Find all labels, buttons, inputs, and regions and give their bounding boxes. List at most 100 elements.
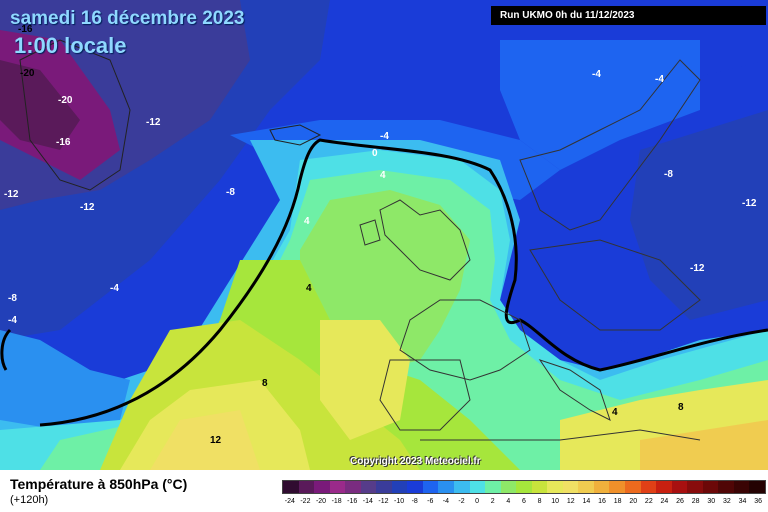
legend-label: 12 xyxy=(566,498,575,505)
isotherm-label: -12 xyxy=(146,117,161,128)
isotherm-label: -20 xyxy=(20,68,35,79)
isotherm-label: 4 xyxy=(380,170,386,181)
warmer-patch-east xyxy=(640,420,768,470)
coastline-north-africa xyxy=(420,429,701,441)
legend-label: -10 xyxy=(394,498,405,505)
legend-swatch xyxy=(516,481,532,493)
legend-swatch xyxy=(671,481,688,493)
legend-swatch xyxy=(593,481,610,493)
color-scale-labels: -24 -22 -20 -18 -16 -14 -12 -10 -8 -6 -4 -2 0 2 4 6 8 10 1… xyxy=(282,498,766,510)
legend-label: -6 xyxy=(427,498,434,505)
copyright-text: Copyright 2023 Meteociel.fr xyxy=(350,456,481,467)
coastline-france xyxy=(399,299,531,381)
legend-label: 10 xyxy=(551,498,560,505)
legend-swatch xyxy=(625,481,641,493)
isotherm-label: 4 xyxy=(304,216,310,227)
coastline-central-europe xyxy=(529,239,701,331)
legend-swatch xyxy=(283,481,299,493)
isotherm-label: 8 xyxy=(678,402,684,413)
legend-swatch xyxy=(298,481,315,493)
legend-swatch xyxy=(609,481,626,493)
legend-label: 16 xyxy=(598,498,606,505)
isotherm-label: -4 xyxy=(110,283,119,294)
legend-swatch xyxy=(360,481,377,493)
isotherm-label: -4 xyxy=(592,69,601,80)
coastline-italy xyxy=(538,359,611,421)
legend-swatch xyxy=(733,481,750,493)
model-run-badge: Run UKMO 0h du 11/12/2023 xyxy=(491,6,766,25)
legend-swatch xyxy=(687,481,703,493)
warm-patch-iberia xyxy=(320,320,410,440)
legend-label: 8 xyxy=(537,498,542,505)
coastline-scandinavia xyxy=(519,59,701,231)
legend-swatch xyxy=(438,481,455,493)
coastline-iberia xyxy=(379,359,471,431)
forecast-date: samedi 16 décembre 2023 xyxy=(10,8,245,29)
isotherm-label: -4 xyxy=(380,131,389,142)
variable-title: Température à 850hPa (°C) xyxy=(10,476,188,492)
legend-label: -20 xyxy=(315,498,327,505)
legend-label: 4 xyxy=(506,498,511,505)
isotherm-label: -16 xyxy=(18,24,33,35)
legend-swatch xyxy=(547,481,563,493)
band-minus-4 xyxy=(0,330,130,430)
coastline-uk xyxy=(379,199,471,281)
legend-label: -8 xyxy=(411,498,418,505)
legend-label: 18 xyxy=(613,498,622,505)
coastline-iceland xyxy=(269,124,322,146)
legend-label: -14 xyxy=(362,498,373,505)
isotherm-label: -4 xyxy=(8,315,17,326)
legend-label: 26 xyxy=(676,498,684,505)
legend-swatch xyxy=(376,481,392,493)
legend-swatch xyxy=(578,481,594,493)
isotherm-label: -8 xyxy=(226,187,235,198)
legend-label: -4 xyxy=(442,498,450,505)
isotherm-label: -12 xyxy=(4,189,19,200)
legend-swatch xyxy=(345,481,361,493)
legend-label: -2 xyxy=(458,498,465,505)
band-north-scandinavia xyxy=(500,40,700,170)
legend-label: 14 xyxy=(582,498,591,505)
legend-label: 24 xyxy=(660,498,669,505)
legend-label: 20 xyxy=(629,498,638,505)
legend-label: -22 xyxy=(300,498,311,505)
isotherm-labels: -16 -20 -20 -16 -12 -12 -12 -8 -8 -4 -4 … xyxy=(4,24,757,446)
legend-swatch xyxy=(422,481,439,493)
legend-swatch xyxy=(485,481,501,493)
isotherm-label: 0 xyxy=(372,148,378,159)
legend-swatch xyxy=(500,481,517,493)
isotherm-label: 12 xyxy=(210,435,222,446)
isotherm-label: -12 xyxy=(742,198,757,209)
legend-swatch xyxy=(407,481,423,493)
zero-degree-isotherm xyxy=(39,138,768,427)
legend-label: 32 xyxy=(722,498,731,505)
isotherm-label: 4 xyxy=(306,283,312,294)
legend-swatch xyxy=(531,481,548,493)
isotherm-label: -8 xyxy=(8,293,17,304)
coastline-ireland xyxy=(359,219,381,246)
isotherm-label: -20 xyxy=(58,95,73,106)
isotherm-label: 4 xyxy=(612,407,618,418)
isotherm-label: -4 xyxy=(655,74,664,85)
legend-label: -16 xyxy=(347,498,358,505)
legend-label: 0 xyxy=(475,498,480,505)
legend-label: 22 xyxy=(644,498,653,505)
legend-swatch xyxy=(656,481,672,493)
legend-swatch xyxy=(749,481,765,493)
legend-swatch xyxy=(562,481,579,493)
legend-swatch xyxy=(391,481,408,493)
isotherm-fragment xyxy=(0,328,12,371)
isotherm-label: -8 xyxy=(664,169,673,180)
colder-region-east xyxy=(630,110,768,320)
legend-swatch xyxy=(469,481,486,493)
isotherm-label: 8 xyxy=(262,378,268,389)
legend-label: -24 xyxy=(284,498,295,505)
coastline-greenland xyxy=(19,39,131,191)
coldest-core xyxy=(0,60,80,150)
legend-label: -12 xyxy=(378,498,389,505)
isotherm-label: -12 xyxy=(690,263,705,274)
band-plus-12 xyxy=(150,410,260,470)
legend-swatch xyxy=(454,481,470,493)
legend-label: 34 xyxy=(738,498,747,505)
